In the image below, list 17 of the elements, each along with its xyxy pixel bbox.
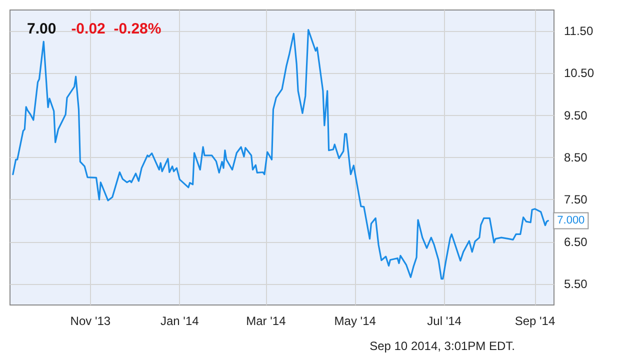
text: -0.02 -0.28% [71,20,162,38]
y-tick-label: 10.50 [564,66,594,80]
x-tick-label: Jan '14 [160,314,200,328]
annotation: 7.000 [557,214,585,227]
text: 7.00 [27,20,56,38]
y-tick-label: 5.50 [564,276,588,291]
x-tick-label: Jul '14 [427,314,462,328]
y-tick-label: 7.50 [564,192,588,207]
y-tick-label: 9.50 [564,108,588,122]
x-tick-label: Sep '14 [514,314,556,328]
y-tick-label: 6.50 [564,234,588,249]
x-tick-label: Nov '13 [70,314,111,328]
y-tick-label: 11.50 [564,24,594,38]
x-tick-label: Mar '14 [246,314,286,328]
y-tick-label: 8.50 [564,150,588,164]
x-tick-label: May '14 [334,314,376,328]
text: Sep 10 2014, 3:01PM EDT. [370,339,516,353]
